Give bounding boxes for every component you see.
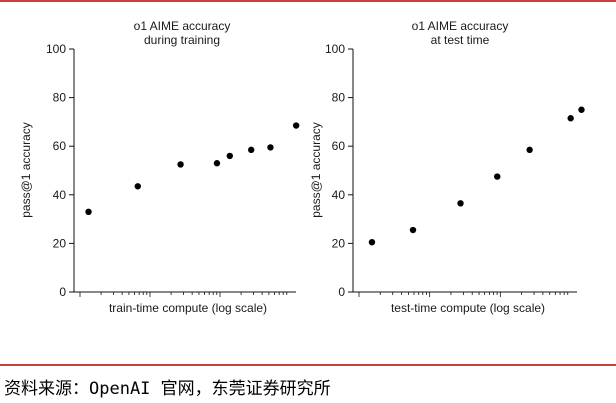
y-tick-label: 40 [53, 188, 67, 202]
top-divider [0, 0, 616, 2]
y-tick-label: 100 [325, 42, 345, 56]
bottom-divider [0, 364, 616, 366]
source-note: 资料来源：OpenAI 官网，东莞证券研究所 [4, 379, 331, 399]
y-axis-label: pass@1 accuracy [309, 122, 323, 218]
data-point [457, 200, 464, 207]
data-point [409, 226, 417, 234]
y-tick-label: 0 [59, 285, 66, 299]
x-axis-label: test-time compute (log scale) [391, 301, 545, 315]
data-point [526, 146, 533, 154]
y-axis-label: pass@1 accuracy [19, 122, 33, 218]
chart-title-line: during training [144, 33, 220, 47]
y-tick-label: 40 [332, 188, 346, 202]
chart-title-line: o1 AIME accuracy [412, 19, 509, 33]
y-tick-label: 80 [332, 91, 346, 105]
data-point [578, 106, 585, 113]
data-point [85, 208, 92, 216]
data-point [368, 238, 376, 246]
y-tick-label: 80 [53, 91, 67, 105]
data-point [226, 152, 233, 160]
data-point [177, 161, 184, 168]
x-axis-label: train-time compute (log scale) [109, 301, 267, 315]
data-point [567, 115, 574, 122]
y-tick-label: 0 [338, 285, 345, 299]
chart-title-line: o1 AIME accuracy [134, 19, 231, 33]
data-point [248, 146, 255, 154]
data-point [267, 144, 274, 151]
y-tick-label: 20 [53, 236, 67, 250]
data-point [292, 122, 300, 129]
y-tick-label: 20 [332, 236, 346, 250]
y-tick-label: 60 [53, 139, 67, 153]
data-point [213, 160, 221, 167]
data-point [494, 173, 501, 180]
chart-title-line: at test time [431, 33, 490, 47]
data-point [134, 183, 141, 190]
y-tick-label: 60 [332, 139, 346, 153]
y-tick-label: 100 [46, 42, 66, 56]
